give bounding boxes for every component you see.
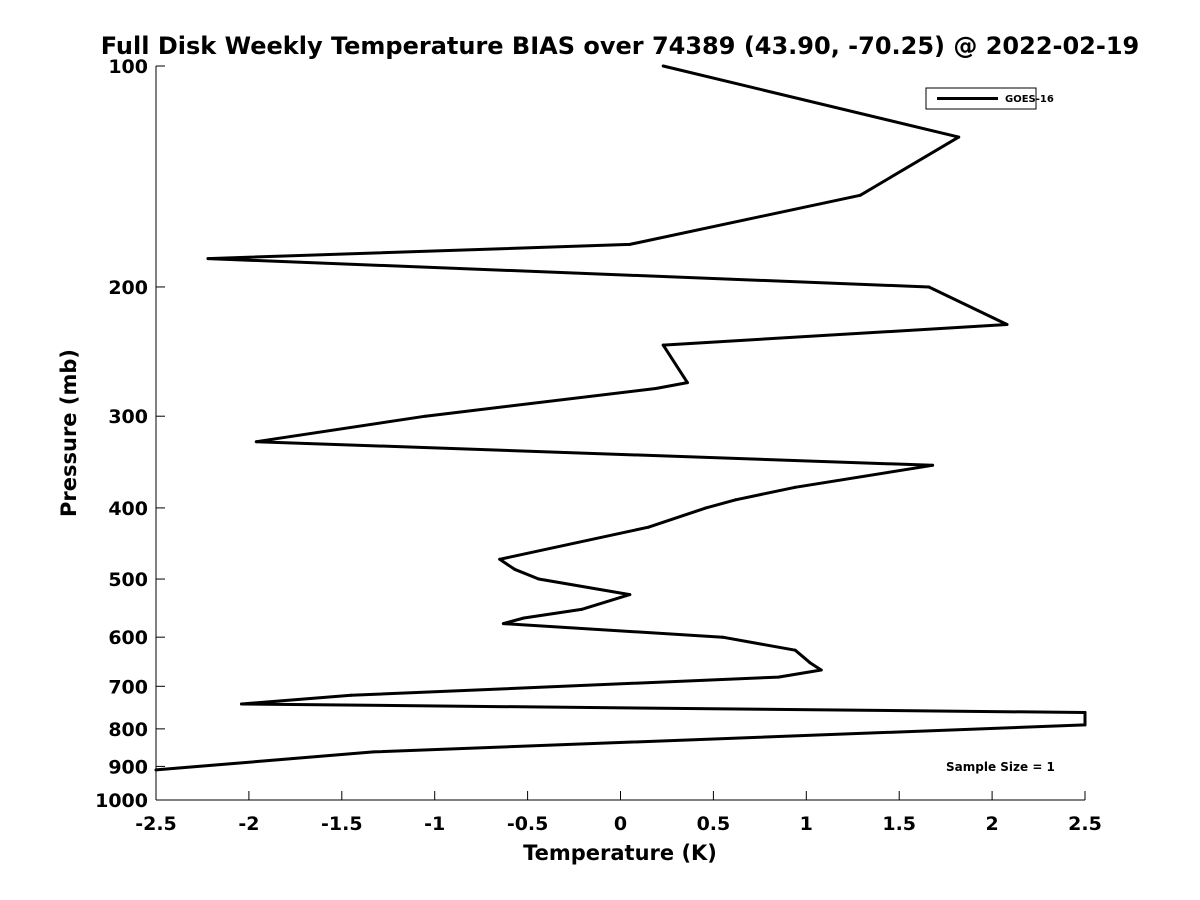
data-point — [661, 343, 665, 347]
data-point — [931, 463, 935, 467]
x-tick-label: 2 — [985, 813, 998, 835]
data-point — [501, 622, 505, 626]
data-point — [628, 242, 632, 246]
data-point — [1083, 723, 1087, 727]
data-point — [1083, 711, 1087, 714]
x-tick-label: 0 — [614, 813, 627, 835]
x-tick-label: -0.5 — [507, 813, 549, 835]
data-point — [254, 440, 258, 444]
data-point — [654, 387, 658, 390]
series-line-goes-16 — [155, 64, 1087, 772]
plot-area: -2.5 -2 -1.5 -1 -0.5 0 0.5 1 1.5 2 2.5 100 200 300 400… — [95, 56, 1102, 835]
y-tick-label: 900 — [108, 756, 148, 778]
y-tick-label: 600 — [108, 627, 148, 649]
y-tick-label: 1000 — [95, 790, 148, 812]
y-tick-label: 500 — [108, 569, 148, 591]
data-point — [776, 675, 780, 679]
data-point — [957, 135, 961, 139]
data-point — [808, 661, 812, 665]
x-tick-label: -1 — [424, 813, 445, 835]
y-axis-label: Pressure (mb) — [57, 349, 81, 517]
legend-label: GOES-16 — [1005, 94, 1054, 105]
data-point — [661, 64, 665, 68]
data-point — [858, 193, 862, 197]
data-point — [498, 557, 502, 561]
data-point — [349, 693, 353, 697]
data-point — [206, 257, 210, 261]
data-point — [646, 525, 650, 529]
x-tick-label: -1.5 — [321, 813, 363, 835]
data-point — [819, 668, 823, 672]
data-point — [704, 506, 708, 510]
y-tick-label: 700 — [108, 676, 148, 698]
chart-title: Full Disk Weekly Temperature BIAS over 7… — [101, 32, 1140, 60]
x-tick-label: -2 — [238, 813, 259, 835]
data-point — [580, 607, 583, 611]
x-tick-label: -2.5 — [135, 813, 177, 835]
x-tick-label: 2.5 — [1068, 813, 1102, 835]
y-tick-label: 200 — [108, 277, 148, 299]
data-point — [793, 485, 797, 489]
data-point — [793, 648, 797, 652]
data-point — [537, 577, 541, 581]
x-tick-label: 1.5 — [882, 813, 916, 835]
y-tick-label: 800 — [108, 719, 148, 741]
data-point — [721, 635, 725, 639]
y-tick-label: 100 — [108, 56, 148, 78]
y-tick-label: 400 — [108, 498, 148, 520]
data-point — [513, 567, 517, 571]
data-point — [734, 498, 738, 502]
x-tick-label: 0.5 — [697, 813, 731, 835]
x-axis-label: Temperature (K) — [523, 841, 717, 865]
data-point — [927, 285, 931, 289]
sample-size-annotation: Sample Size = 1 — [946, 760, 1055, 774]
data-point — [371, 750, 375, 754]
data-point — [685, 381, 689, 385]
data-point — [154, 768, 158, 772]
data-point — [240, 702, 243, 706]
data-point — [522, 616, 526, 620]
y-tick-label: 300 — [108, 406, 148, 428]
data-point — [423, 414, 427, 418]
data-point — [1005, 323, 1009, 326]
x-tick-label: 1 — [800, 813, 813, 835]
data-point — [628, 593, 632, 597]
